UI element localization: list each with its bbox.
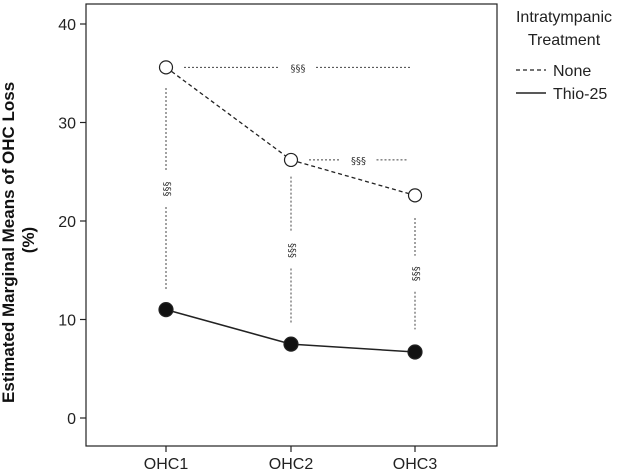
sig-label: §§§ bbox=[287, 243, 298, 258]
series-thio25-point-ohc3 bbox=[407, 344, 423, 360]
y-axis-title: Estimated Marginal Means of OHC Loss (%) bbox=[0, 77, 38, 403]
series-layer bbox=[158, 60, 423, 360]
legend-title-line-1: Intratympanic bbox=[516, 9, 612, 26]
y-tick-label-20: 20 bbox=[58, 214, 76, 231]
x-axis: OHC1 OHC2 OHC3 bbox=[144, 446, 438, 473]
series-thio25-segment-1 bbox=[165, 308, 292, 345]
x-tick-label-ohc3: OHC3 bbox=[393, 456, 438, 473]
series-none-point-ohc3 bbox=[407, 188, 423, 203]
sig-annotation-4: §§§ bbox=[287, 176, 298, 325]
series-thio25-point-ohc2 bbox=[283, 336, 299, 352]
series-none-point-ohc2 bbox=[283, 152, 299, 168]
legend-title-line-2: Treatment bbox=[528, 32, 601, 49]
sig-label: §§§ bbox=[411, 266, 422, 281]
sig-label: §§§ bbox=[351, 156, 366, 167]
y-tick-label-0: 0 bbox=[67, 411, 76, 428]
sig-annotation-2: §§§ bbox=[309, 156, 408, 167]
series-none bbox=[158, 60, 423, 203]
y-tick-label-30: 30 bbox=[58, 116, 76, 133]
legend-label-none: None bbox=[553, 63, 591, 80]
sig-label: §§§ bbox=[291, 63, 306, 74]
series-none-segment-1 bbox=[165, 66, 292, 161]
series-none-segment-2 bbox=[290, 159, 416, 197]
y-axis-title-line-1: Estimated Marginal Means of OHC Loss bbox=[0, 82, 18, 403]
y-tick-label-10: 10 bbox=[58, 313, 76, 330]
x-tick-label-ohc2: OHC2 bbox=[269, 456, 314, 473]
legend: Intratympanic Treatment None Thio-25 bbox=[516, 9, 612, 103]
sig-annotation-3: §§§ bbox=[162, 88, 173, 290]
sig-annotation-1: §§§ bbox=[184, 63, 412, 74]
y-tick-label-40: 40 bbox=[58, 17, 76, 34]
series-thio25 bbox=[158, 302, 423, 360]
sig-label: §§§ bbox=[162, 181, 173, 196]
series-none-point-ohc1 bbox=[158, 60, 174, 75]
legend-label-thio25: Thio-25 bbox=[553, 86, 607, 103]
series-thio25-segment-2 bbox=[290, 343, 416, 353]
y-axis: 0 10 20 30 40 bbox=[58, 17, 86, 428]
significance-annotations: §§§ §§§ §§§ §§§ §§§ bbox=[162, 63, 422, 330]
x-tick-label-ohc1: OHC1 bbox=[144, 456, 189, 473]
series-thio25-point-ohc1 bbox=[158, 302, 174, 318]
sig-annotation-5: §§§ bbox=[411, 218, 422, 330]
y-axis-title-line-2: (%) bbox=[19, 227, 38, 253]
